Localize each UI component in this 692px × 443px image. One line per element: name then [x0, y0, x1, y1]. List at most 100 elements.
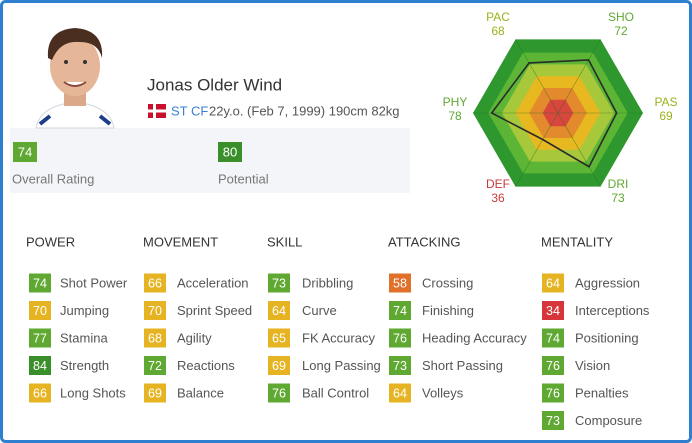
rating-badge	[144, 328, 166, 348]
radar-value: 68	[491, 24, 505, 38]
stat-name: Vision	[575, 358, 610, 373]
rating-badge	[542, 328, 564, 348]
rating-value: 66	[33, 386, 47, 400]
radar-spoke	[515, 112, 559, 187]
player-details: 22y.o. (Feb 7, 1999) 190cm 82kg	[209, 103, 400, 118]
flag	[148, 104, 166, 118]
rating-value: 74	[33, 276, 47, 290]
rating-panel	[10, 128, 410, 193]
section-title: MOVEMENT	[143, 234, 218, 249]
radar-value: 69	[659, 109, 673, 123]
rating-badge	[542, 301, 564, 320]
radar-value: 72	[614, 24, 628, 38]
rating-value: 70	[148, 304, 162, 318]
rating-label: Overall Rating	[12, 171, 94, 186]
rating-badge	[268, 301, 290, 320]
rating-badge	[389, 301, 411, 320]
stat-name: Shot Power	[60, 275, 128, 290]
stat-name: Ball Control	[302, 385, 369, 400]
positions: ST CF	[171, 103, 208, 118]
rating-badge	[268, 356, 290, 375]
rating-value: 64	[393, 386, 407, 400]
radar-label: PAS	[654, 95, 677, 109]
radar-spoke	[515, 39, 559, 114]
stat-name: Finishing	[422, 303, 474, 318]
stat-name: Short Passing	[422, 358, 503, 373]
rating-badge	[29, 328, 51, 348]
stat-name: Sprint Speed	[177, 303, 252, 318]
radar-value: 36	[491, 191, 505, 205]
rating-value: 34	[546, 304, 560, 318]
stat-name: Aggression	[575, 275, 640, 290]
section-title: POWER	[26, 234, 75, 249]
stat-name: Positioning	[575, 330, 639, 345]
stat-name: Long Shots	[60, 385, 126, 400]
stat-name: Composure	[575, 413, 642, 428]
section-title: SKILL	[267, 234, 302, 249]
radar-label: DRI	[608, 177, 629, 191]
rating-badge	[29, 301, 51, 320]
rating-badge	[542, 273, 564, 293]
rating-value: 69	[272, 359, 286, 373]
rating-badge	[144, 356, 166, 375]
rating-value: 64	[546, 276, 560, 290]
rating-value: 80	[223, 144, 237, 159]
rating-badge	[29, 356, 51, 375]
radar-spoke	[557, 39, 601, 114]
player-photo	[32, 18, 118, 129]
rating-badge	[268, 383, 290, 403]
stat-name: Stamina	[60, 330, 108, 345]
rating-value: 68	[148, 331, 162, 345]
stat-name: Dribbling	[302, 275, 353, 290]
radar-label: SHO	[608, 10, 634, 24]
rating-badge	[144, 273, 166, 293]
rating-badge	[389, 328, 411, 348]
radar-value: 78	[448, 109, 462, 123]
rating-value: 70	[33, 304, 47, 318]
rating-value: 76	[546, 386, 560, 400]
stat-name: Volleys	[422, 385, 464, 400]
rating-badge	[542, 411, 564, 430]
stat-name: Heading Accuracy	[422, 330, 527, 345]
radar-spoke	[557, 112, 601, 187]
section-title: MENTALITY	[541, 234, 613, 249]
rating-badge	[268, 273, 290, 293]
stat-name: Curve	[302, 303, 337, 318]
rating-badge	[29, 273, 51, 293]
rating-value: 76	[393, 331, 407, 345]
rating-value: 73	[546, 414, 560, 428]
stat-name: Interceptions	[575, 303, 650, 318]
rating-value: 64	[272, 304, 286, 318]
radar-label: PAC	[486, 10, 510, 24]
section-title: ATTACKING	[388, 234, 460, 249]
stat-name: Acceleration	[177, 275, 249, 290]
radar-value: 73	[611, 191, 625, 205]
rating-label: Potential	[218, 171, 269, 186]
rating-badge	[218, 142, 242, 162]
stat-name: Long Passing	[302, 358, 381, 373]
rating-badge	[13, 142, 37, 162]
rating-value: 65	[272, 331, 286, 345]
rating-value: 74	[18, 144, 32, 159]
rating-badge	[29, 383, 51, 403]
player-name: Jonas Older Wind	[147, 75, 282, 94]
rating-value: 73	[393, 359, 407, 373]
rating-badge	[389, 383, 411, 403]
radar-label: DEF	[486, 177, 510, 191]
stat-name: Penalties	[575, 385, 629, 400]
rating-badge	[268, 328, 290, 348]
rating-value: 69	[148, 386, 162, 400]
stat-name: Agility	[177, 330, 212, 345]
radar-label: PHY	[443, 95, 468, 109]
stat-name: FK Accuracy	[302, 330, 375, 345]
rating-badge	[389, 273, 411, 293]
rating-value: 74	[546, 331, 560, 345]
rating-value: 76	[546, 359, 560, 373]
rating-value: 58	[393, 276, 407, 290]
stat-name: Balance	[177, 385, 224, 400]
rating-value: 66	[148, 276, 162, 290]
rating-value: 77	[33, 331, 47, 345]
stat-name: Reactions	[177, 358, 235, 373]
